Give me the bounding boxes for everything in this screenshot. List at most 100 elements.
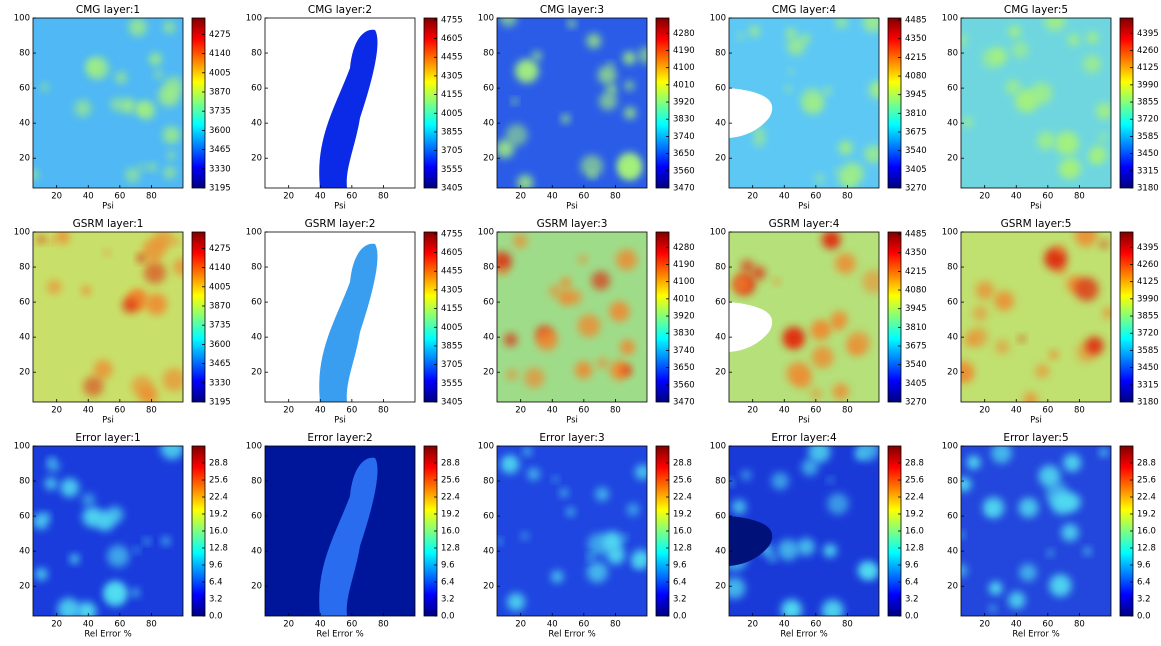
plot-frame xyxy=(264,445,416,617)
heatmap-blob xyxy=(816,321,831,336)
plot-frame xyxy=(32,445,184,617)
y-tick-label: 20 xyxy=(483,582,494,592)
colorbar-tick-label: 3330 xyxy=(209,378,231,388)
colorbar-tick-label: 3945 xyxy=(905,304,927,314)
heatmap-image xyxy=(961,232,1111,402)
heatmap-bg xyxy=(961,446,1111,616)
colorbar-tick-label: 28.8 xyxy=(441,459,460,469)
y-tick-label: 100 xyxy=(14,14,30,24)
colorbar-tick-label: 4125 xyxy=(1137,63,1159,73)
heatmap-blob xyxy=(729,577,746,599)
heatmap-blob xyxy=(595,487,610,502)
heatmap-blob xyxy=(610,360,630,381)
colorbar-tick-label: 4755 xyxy=(441,229,463,239)
colorbar-tick-label: 12.8 xyxy=(673,544,692,554)
heatmap-blob xyxy=(133,546,140,554)
heatmap-blob xyxy=(1099,448,1108,457)
colorbar-tick-label: 3195 xyxy=(209,398,231,408)
colorbar-tick-label: 16.0 xyxy=(209,527,228,537)
x-axis-label: Psi xyxy=(102,202,114,212)
x-tick-label: 20 xyxy=(283,620,294,630)
y-tick-label: 40 xyxy=(715,333,726,343)
colorbar xyxy=(191,17,206,189)
colorbar-tick-label: 9.6 xyxy=(441,561,455,571)
y-tick-label: 100 xyxy=(478,14,494,24)
colorbar-tick-label: 3.2 xyxy=(209,595,223,605)
x-tick-label: 60 xyxy=(578,406,589,416)
heatmap-field xyxy=(728,17,880,189)
y-tick-label: 100 xyxy=(246,14,262,24)
heatmap-blob xyxy=(972,305,988,321)
heatmap-blob xyxy=(621,534,628,541)
y-tick-label: 100 xyxy=(246,228,262,238)
y-tick-label: 60 xyxy=(715,512,726,522)
colorbar-tick-label: 3990 xyxy=(1137,294,1159,304)
chart-title: Error layer:2 xyxy=(307,432,372,444)
heatmap-blob xyxy=(800,87,825,112)
x-tick-label: 80 xyxy=(378,620,389,630)
heatmap-image xyxy=(497,446,647,616)
heatmap-blob xyxy=(841,162,864,185)
heatmap-blob xyxy=(587,554,594,561)
colorbar-tick-label: 3600 xyxy=(209,340,231,350)
chart-title: GSRM layer:3 xyxy=(537,218,608,230)
heatmap-blob xyxy=(506,369,518,381)
heatmap-blob xyxy=(567,289,583,305)
heatmap-blob xyxy=(609,301,630,322)
heatmap-blob xyxy=(552,476,559,483)
colorbar-tick-label: 4455 xyxy=(441,267,463,277)
heatmap-blob xyxy=(1008,25,1021,38)
y-tick-label: 60 xyxy=(947,84,958,94)
x-tick-label: 60 xyxy=(346,620,357,630)
y-tick-label: 40 xyxy=(483,119,494,129)
heatmap-blob xyxy=(1037,131,1056,150)
heatmap-blob xyxy=(1030,82,1053,105)
heatmap-blob xyxy=(1074,277,1099,302)
heatmap-blob xyxy=(855,449,866,461)
heatmap-field xyxy=(264,17,416,189)
colorbar-tick-label: 4305 xyxy=(441,71,463,81)
colorbar xyxy=(423,17,438,189)
colorbar-tick-label: 19.2 xyxy=(441,510,460,520)
heatmap-blob xyxy=(524,367,545,389)
x-axis-label: Psi xyxy=(798,416,810,426)
heatmap-blob xyxy=(1049,574,1072,597)
colorbar-tick-label: 3560 xyxy=(673,166,695,176)
heatmap-bg xyxy=(497,446,647,616)
x-tick-label: 40 xyxy=(1011,406,1022,416)
x-tick-label: 80 xyxy=(378,406,389,416)
heatmap-field xyxy=(32,231,184,403)
colorbar-tick-label: 3855 xyxy=(1137,312,1159,322)
colorbar-tick-label: 12.8 xyxy=(905,544,924,554)
colorbar-tick-label: 0.0 xyxy=(905,612,919,622)
chart-title: GSRM layer:2 xyxy=(305,218,376,230)
colorbar-tick-label: 25.6 xyxy=(905,476,924,486)
colorbar-tick-label: 3735 xyxy=(209,321,231,331)
heatmap-blob xyxy=(1018,497,1039,518)
y-tick-label: 20 xyxy=(483,154,494,164)
heatmap-blob xyxy=(834,167,841,175)
heatmap-gap xyxy=(729,88,773,138)
colorbar-tick-label: 3450 xyxy=(1137,363,1159,373)
y-tick-label: 80 xyxy=(483,263,494,273)
heatmap-blob xyxy=(846,331,871,355)
colorbar xyxy=(655,231,670,403)
colorbar-tick-label: 3195 xyxy=(209,184,231,194)
y-tick-label: 80 xyxy=(715,263,726,273)
y-tick-label: 20 xyxy=(251,368,262,378)
y-tick-label: 40 xyxy=(715,119,726,129)
heatmap-blob xyxy=(138,163,146,171)
heatmap-blob xyxy=(586,561,608,583)
colorbar-tick-label: 22.4 xyxy=(1137,493,1156,503)
heatmap-image xyxy=(33,232,183,402)
y-tick-label: 80 xyxy=(251,263,262,273)
x-axis-label: Psi xyxy=(334,416,346,426)
heatmap-blob xyxy=(145,293,168,316)
heatmap-blob xyxy=(154,70,163,79)
heatmap-image xyxy=(497,18,647,188)
heatmap-blob xyxy=(149,257,157,265)
x-tick-label: 80 xyxy=(610,192,621,202)
heatmap-blob xyxy=(838,140,853,155)
heatmap-blob xyxy=(975,281,995,300)
heatmap-blob xyxy=(497,538,503,545)
